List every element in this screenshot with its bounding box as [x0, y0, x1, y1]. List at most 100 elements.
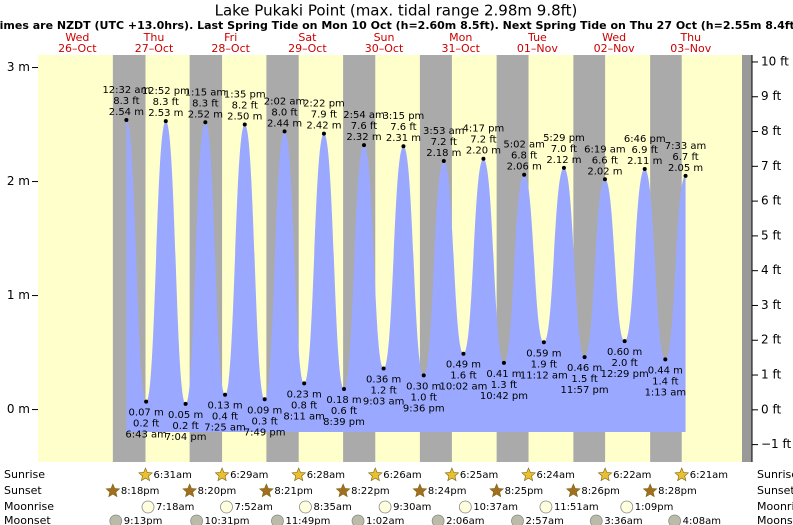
sunrise-icon [367, 467, 383, 482]
tide-label: 2.32 m [346, 132, 381, 143]
tide-label: 3:53 am [423, 126, 465, 137]
y2-tick-label: 0 ft [761, 402, 781, 416]
sunrise-time: 6:25am [460, 470, 498, 481]
sunset-time: 8:21pm [274, 486, 313, 497]
tide-label: 0.49 m [446, 360, 481, 371]
weekday-label: Wed [65, 31, 89, 44]
moonset-icon [668, 514, 682, 525]
date-label: 26–Oct [58, 42, 97, 55]
moonset-time: 1:02am [366, 516, 404, 525]
low-tide-dot [622, 339, 627, 344]
moonset-time: 9:13pm [124, 516, 163, 525]
row-label: Moonset [4, 514, 51, 525]
y2-tick-label: −1 ft [761, 437, 792, 451]
low-tide-dot [381, 366, 386, 371]
sunrise-time: 6:29am [230, 470, 268, 481]
high-tide-dot [441, 159, 446, 164]
tide-label: 2.0 ft [611, 358, 637, 369]
date-label: 30–Oct [365, 42, 404, 55]
y2-tick-label: 4 ft [761, 263, 781, 277]
low-tide-dot [582, 355, 587, 360]
tide-label: 8.3 ft [192, 98, 218, 109]
tide-label: 10:42 pm [480, 391, 528, 402]
tide-label: 0.36 m [366, 375, 401, 386]
moonset-time: 2:06am [446, 516, 484, 525]
high-tide-dot [401, 144, 406, 149]
sunrise-time: 6:28am [307, 470, 345, 481]
moonset-time: 2:57am [526, 516, 564, 525]
tide-label: 4:17 pm [463, 124, 505, 135]
sunset-time: 8:18pm [121, 486, 160, 497]
row-label: Sunset [4, 484, 42, 497]
tide-label: 8.2 ft [232, 101, 258, 112]
low-tide-dot [183, 401, 188, 406]
tide-label: 2.18 m [426, 148, 461, 159]
moonrise-time: 8:35am [313, 502, 351, 513]
sunrise-time: 6:31am [154, 470, 192, 481]
y-tick-label: 1 m [7, 288, 30, 302]
sunrise-icon [214, 467, 230, 482]
moonrise-icon [299, 500, 312, 514]
moonset-icon [109, 514, 123, 525]
date-label: 28–Oct [211, 42, 250, 55]
tide-label: 10:02 am [440, 382, 488, 393]
tide-label: 0.4 ft [212, 412, 238, 423]
sunset-time: 8:25pm [505, 486, 544, 497]
y2-tick-label: 9 ft [761, 89, 781, 103]
moonset-icon [589, 514, 603, 525]
row-label: Sunset [757, 484, 793, 497]
moonrise-icon [378, 500, 392, 514]
tide-label: 6.8 ft [511, 151, 537, 162]
tide-label: 0.05 m [168, 410, 203, 421]
end-band [742, 55, 752, 462]
moonrise-time: 7:18am [156, 502, 194, 513]
sunset-icon [105, 483, 121, 498]
tide-label: 2.54 m [109, 107, 144, 118]
date-label: 29–Oct [288, 42, 327, 55]
high-tide-dot [321, 131, 326, 136]
weekday-label: Wed [602, 31, 626, 44]
sunrise-time: 6:26am [383, 470, 421, 481]
moonset-time: 4:08am [683, 516, 721, 525]
low-tide-dot [342, 387, 347, 392]
sunset-time: 8:26pm [581, 486, 620, 497]
tide-label: 0.07 m [129, 408, 164, 419]
tide-label: 2:22 pm [303, 99, 345, 110]
row-label: Sunrise [4, 468, 45, 481]
tide-area [126, 119, 686, 433]
y2-tick-label: 3 ft [761, 298, 781, 312]
high-tide-dot [163, 119, 168, 124]
weekday-label: Mon [449, 31, 472, 44]
tide-label: 2.02 m [587, 166, 622, 177]
tide-label: 0.44 m [648, 365, 683, 376]
high-tide-dot [361, 143, 366, 148]
row-label: Moonrise [4, 500, 54, 513]
y-tick-label: 2 m [7, 174, 30, 188]
high-tide-dot [203, 120, 208, 125]
moonrise-time: 1:09pm [635, 502, 674, 513]
tide-label: 7.2 ft [431, 137, 457, 148]
tide-label: 12:32 am [102, 85, 150, 96]
y-tick-label: 3 m [7, 60, 30, 74]
high-tide-dot [124, 117, 129, 122]
tide-label: 7:33 am [665, 141, 707, 152]
moonrise-icon [141, 500, 155, 514]
moonrise-icon [620, 500, 634, 514]
high-tide-dot [242, 122, 247, 127]
row-label: Moonrise [757, 500, 793, 513]
tide-label: 0.23 m [287, 389, 322, 400]
tide-label: 8.3 ft [153, 97, 179, 108]
tide-label: 6:43 am [125, 430, 167, 441]
tide-label: 1.6 ft [450, 371, 476, 382]
high-tide-dot [522, 172, 527, 177]
tide-label: 0.3 ft [251, 416, 277, 427]
row-label: Moonset [757, 514, 793, 525]
y2-tick-label: 1 ft [761, 368, 781, 382]
tide-label: 1:35 pm [224, 90, 266, 101]
low-tide-dot [501, 360, 506, 365]
sunset-time: 8:20pm [198, 486, 237, 497]
high-tide-dot [602, 177, 607, 182]
moonrise-time: 11:51am [554, 502, 599, 513]
sunrise-time: 6:21am [690, 470, 728, 481]
tide-label: 0.2 ft [172, 421, 198, 432]
